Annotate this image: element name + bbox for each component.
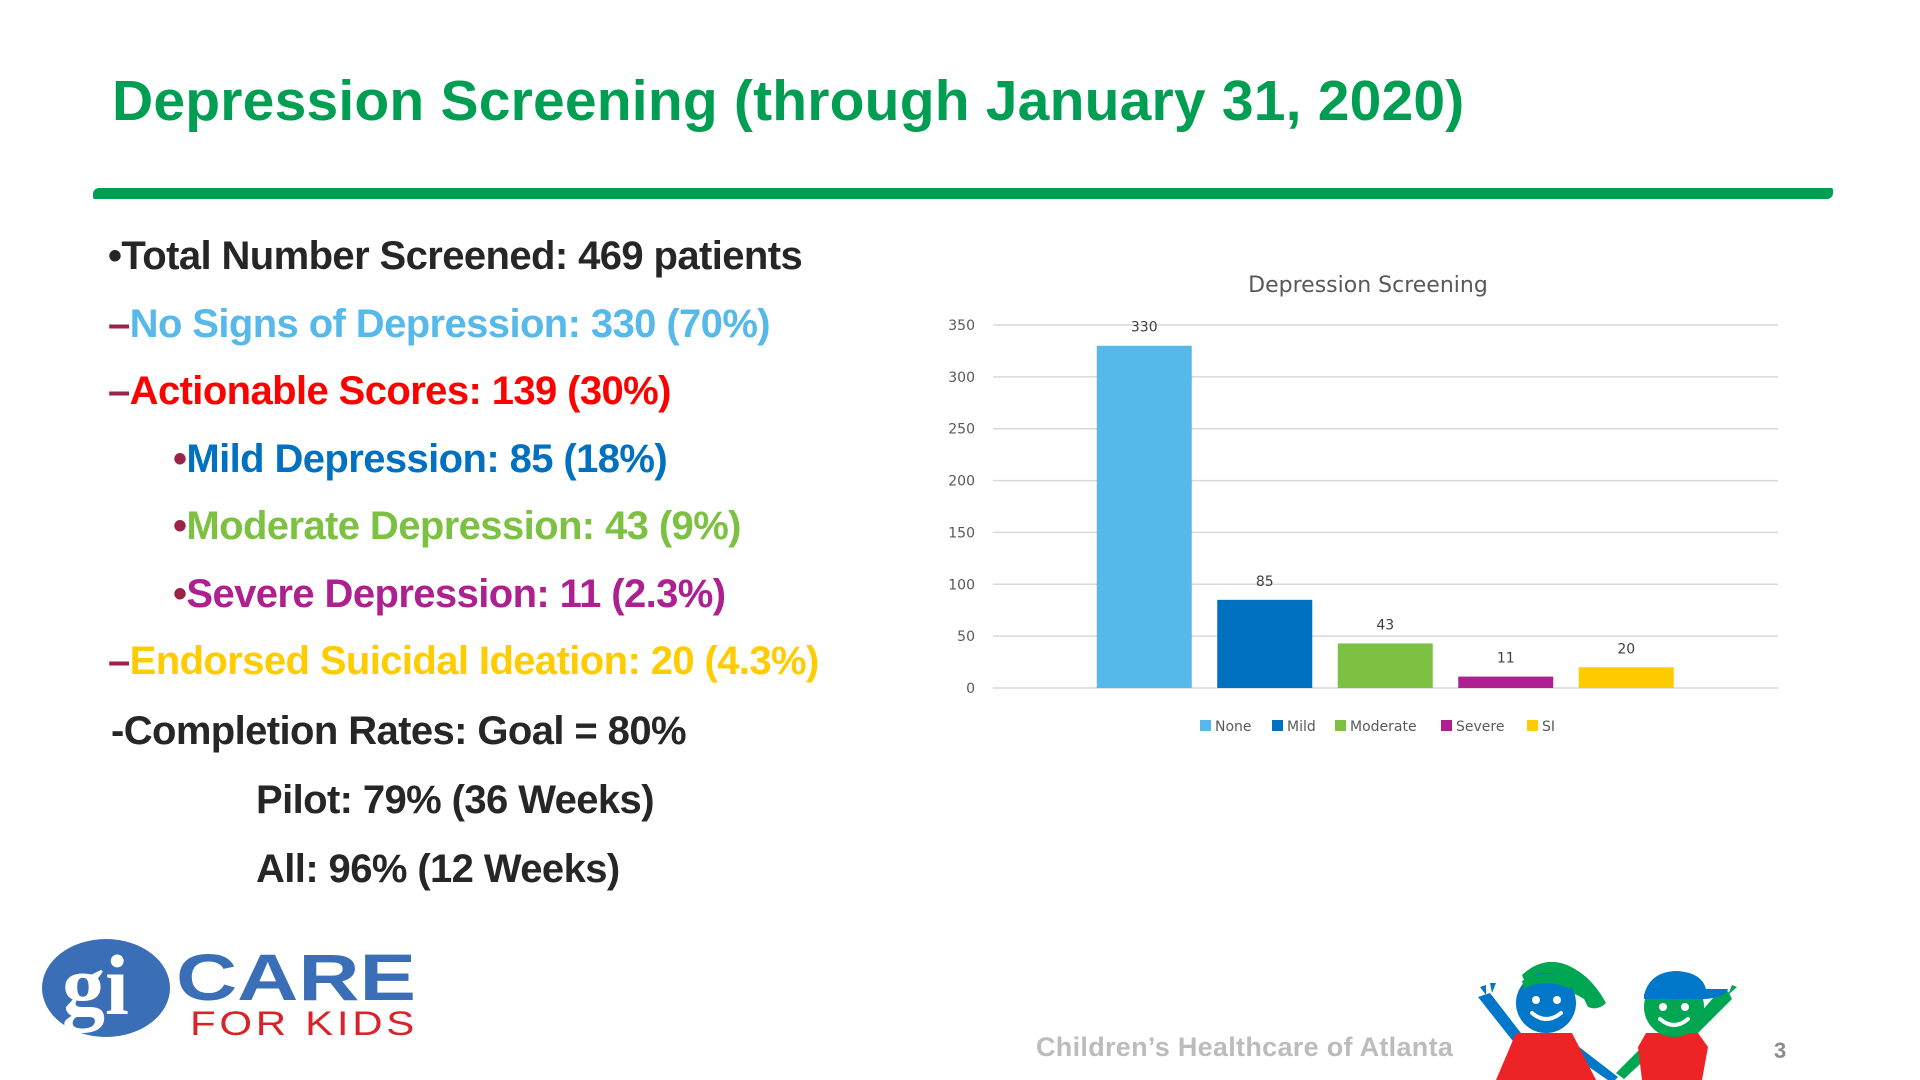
legend-label: Moderate <box>1350 719 1417 735</box>
legend-item-severe: Severe <box>1441 719 1504 735</box>
bar-severe <box>1458 676 1554 688</box>
bullet-mild: •Mild Depression: 85 (18%) <box>173 437 668 481</box>
data-label-none: 330 <box>1131 320 1158 336</box>
bullet-pilot-rate: Pilot: 79% (36 Weeks) <box>256 778 655 822</box>
bar-si <box>1578 667 1674 688</box>
chart-title: Depression Screening <box>1248 273 1488 298</box>
legend-swatch <box>1272 720 1283 731</box>
legend-label: SI <box>1542 719 1555 735</box>
footer-organization: Children’s Healthcare of Atlanta <box>1036 1032 1454 1062</box>
boy-figure <box>1616 971 1737 1080</box>
bullet-all-rate: All: 96% (12 Weeks) <box>256 849 620 889</box>
bullet-text: Total Number Screened: 469 patients <box>121 234 803 278</box>
bullet-suicidal-ideation: –Endorsed Suicidal Ideation: 20 (4.3%) <box>108 641 819 681</box>
girl-face <box>1516 973 1576 1033</box>
chart-data-labels: 330 85 43 11 20 <box>1131 320 1635 667</box>
bullet-marker: • <box>173 572 187 616</box>
y-tick-label: 200 <box>948 474 975 490</box>
bullet-no-signs: –No Signs of Depression: 330 (70%) <box>108 302 771 346</box>
y-tick-label: 100 <box>948 577 975 593</box>
bar-moderate <box>1337 643 1433 688</box>
boy-shirt <box>1638 1033 1708 1080</box>
girl-figure <box>1478 961 1618 1080</box>
gi-care-for-kids-logo: gi CARE FOR KIDS <box>42 938 418 1043</box>
bar-mild <box>1217 599 1313 688</box>
title-divider <box>93 188 1833 199</box>
legend-swatch <box>1335 720 1346 731</box>
bullet-text: No Signs of Depression: 330 (70%) <box>129 302 771 346</box>
logo-gi-mark: gi <box>62 938 129 1033</box>
data-label-si: 20 <box>1617 641 1635 657</box>
slide-title: Depression Screening (through January 31… <box>112 69 1465 133</box>
y-tick-label: 350 <box>948 318 975 334</box>
bullet-text: Moderate Depression: 43 (9%) <box>186 504 741 548</box>
bullet-moderate: •Moderate Depression: 43 (9%) <box>173 506 741 546</box>
y-tick-label: 250 <box>948 422 975 438</box>
bullet-text: Mild Depression: 85 (18%) <box>186 437 668 481</box>
childrens-healthcare-kids-logo <box>1478 961 1737 1080</box>
dash-marker: – <box>108 639 130 683</box>
bullet-marker: • <box>108 234 122 278</box>
logo-for-kids-tagline: FOR KIDS <box>190 1005 418 1043</box>
girl-dress <box>1496 1033 1596 1080</box>
data-label-severe: 11 <box>1497 651 1515 667</box>
legend-item-none: None <box>1200 719 1252 735</box>
legend-swatch <box>1200 720 1211 731</box>
legend-label: None <box>1215 719 1252 735</box>
legend-label: Mild <box>1287 719 1316 735</box>
data-label-mild: 85 <box>1256 574 1274 590</box>
bullet-severe: •Severe Depression: 11 (2.3%) <box>173 572 726 616</box>
chart-legend: None Mild Moderate Severe SI <box>1200 719 1555 735</box>
bullet-total-screened: •Total Number Screened: 469 patients <box>108 234 803 278</box>
page-number: 3 <box>1774 1038 1787 1063</box>
chart-bars <box>1096 345 1674 688</box>
girl-left-arm <box>1478 993 1524 1045</box>
data-label-moderate: 43 <box>1376 617 1394 633</box>
legend-swatch <box>1527 720 1538 731</box>
dash-marker: – <box>108 302 130 346</box>
bullet-marker: • <box>173 504 187 548</box>
dash-marker: – <box>108 369 130 413</box>
y-tick-label: 50 <box>957 629 975 645</box>
bullet-actionable-scores: –Actionable Scores: 139 (30%) <box>108 371 671 411</box>
bullet-text: Severe Depression: 11 (2.3%) <box>186 572 726 616</box>
boy-cap <box>1644 971 1728 999</box>
bullet-text: Endorsed Suicidal Ideation: 20 (4.3%) <box>129 639 820 683</box>
chart-gridlines <box>993 324 1778 689</box>
y-tick-label: 300 <box>948 370 975 386</box>
bullet-text: -Completion Rates: Goal = 80% <box>111 709 687 753</box>
bar-none <box>1096 345 1192 688</box>
legend-item-si: SI <box>1527 719 1555 735</box>
y-tick-label: 150 <box>948 525 975 541</box>
logo-care-word: CARE <box>176 940 416 1014</box>
legend-swatch <box>1441 720 1452 731</box>
bullet-text: All: 96% (12 Weeks) <box>256 847 620 891</box>
y-tick-label: 0 <box>966 681 975 697</box>
bullet-text: Pilot: 79% (36 Weeks) <box>256 778 655 822</box>
legend-item-moderate: Moderate <box>1335 719 1417 735</box>
chart-y-axis: 0 50 100 150 200 250 300 350 <box>948 318 975 697</box>
legend-item-mild: Mild <box>1272 719 1316 735</box>
bullet-text: Actionable Scores: 139 (30%) <box>129 369 672 413</box>
legend-label: Severe <box>1456 719 1504 735</box>
bullet-completion-rates: -Completion Rates: Goal = 80% <box>111 709 687 753</box>
bullet-marker: • <box>173 437 187 481</box>
logo-ellipse <box>42 939 170 1037</box>
